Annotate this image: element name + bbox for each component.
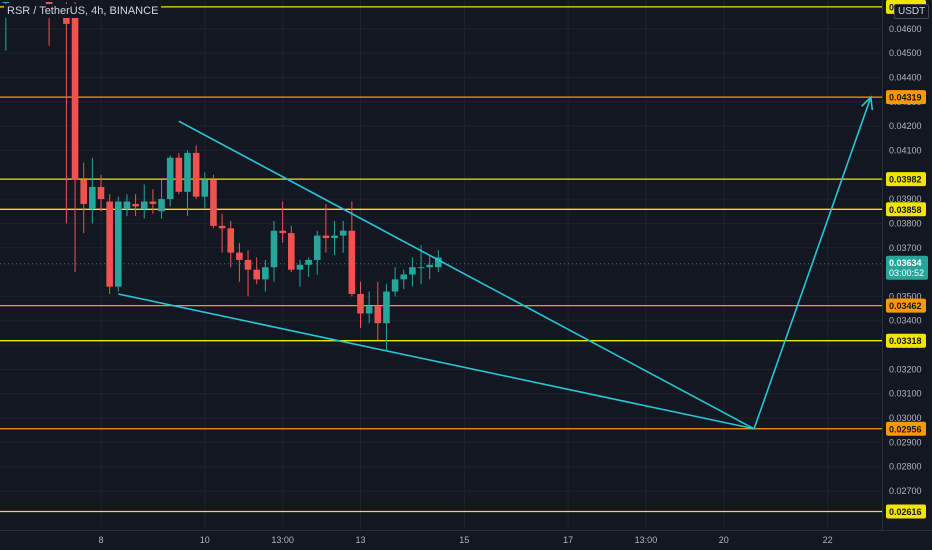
y-tick-label: 0.04500 (889, 48, 922, 58)
y-tick-label: 0.04200 (889, 121, 922, 131)
x-tick-label: 8 (98, 535, 103, 545)
candle-body (383, 291, 390, 324)
candle-body (201, 179, 209, 197)
level-tag-0.03858 (886, 202, 926, 217)
candle-body (184, 152, 191, 192)
candle-body (262, 267, 269, 280)
candle-body (279, 230, 286, 234)
y-tick-label: 0.04600 (889, 24, 922, 34)
y-tick-label: 0.04100 (889, 145, 922, 155)
x-tick-label: 22 (823, 535, 833, 545)
candle-body (140, 201, 148, 209)
y-tick-label: 0.03400 (889, 316, 922, 326)
level-tag-text: 0.03318 (889, 336, 922, 346)
candle-body (357, 293, 364, 314)
candle-body (210, 179, 217, 226)
x-tick-label: 15 (459, 535, 469, 545)
candle-body (97, 186, 105, 200)
candle-body (2, 2, 10, 3)
candle-body (409, 267, 416, 275)
candle-body (374, 306, 382, 324)
candle-body (365, 306, 373, 314)
candle-body (270, 230, 278, 268)
y-tick-label: 0.03500 (889, 291, 922, 301)
level-tag-0.02956 (886, 421, 926, 436)
x-tick-label: 20 (719, 535, 729, 545)
candle-body (348, 230, 356, 294)
time-axis (0, 531, 932, 550)
y-tick-label: 0.03000 (889, 413, 922, 423)
candle-body (218, 225, 226, 229)
level-tag-0.02616 (886, 504, 926, 519)
candle-body (149, 201, 157, 204)
x-tick-label: 17 (563, 535, 573, 545)
candle-body (417, 267, 425, 269)
candle-body (305, 259, 312, 265)
candle-body (400, 274, 408, 280)
candle-body (236, 252, 243, 260)
level-tag-0.03982 (886, 172, 926, 187)
candle-body (331, 235, 338, 239)
current-price-tag (886, 255, 928, 280)
candle-body (89, 186, 96, 209)
candle-body (132, 203, 139, 207)
currency-button[interactable]: USDT (894, 4, 930, 19)
level-tag-text: 0.03858 (889, 205, 922, 215)
y-tick-label: 0.03800 (889, 218, 922, 228)
lower-wedge-line (118, 293, 755, 430)
chart-title: RSR / TetherUS, 4h, BINANCE (4, 4, 162, 18)
candle-body (158, 199, 165, 212)
candle-body (106, 201, 113, 287)
y-tick-label: 0.02700 (889, 486, 922, 496)
level-tag-text: 0.02616 (889, 507, 922, 517)
candle-body (115, 201, 122, 287)
level-tag-text: 0.02956 (889, 424, 922, 434)
level-tag-0.03462 (886, 298, 926, 313)
candle-body (227, 228, 235, 253)
countdown-text: 03:00:52 (889, 268, 924, 278)
candle-body (71, 14, 79, 180)
level-tag-0.04319 (886, 90, 926, 105)
x-tick-label: 10 (200, 535, 210, 545)
arrow-head (861, 95, 874, 111)
y-tick-label: 0.03900 (889, 194, 922, 204)
candle-body (123, 201, 131, 209)
x-tick-label: 13:00 (635, 535, 658, 545)
candle-body (339, 230, 347, 236)
y-tick-label: 0.03200 (889, 364, 922, 374)
y-tick-label: 0.03100 (889, 389, 922, 399)
candle-body (391, 279, 399, 292)
level-tag-text: 0.03982 (889, 175, 922, 185)
x-tick-label: 13:00 (271, 535, 294, 545)
candle-body (175, 157, 183, 192)
y-tick-label: 0.02800 (889, 462, 922, 472)
x-tick-label: 13 (355, 535, 365, 545)
y-tick-label: 0.03700 (889, 243, 922, 253)
level-tag-text: 0.04319 (889, 93, 922, 103)
candle-body (296, 264, 304, 270)
level-tag-text: 0.03462 (889, 301, 922, 311)
candle-body (322, 235, 330, 239)
projection-arrow (753, 96, 872, 430)
y-tick-label: 0.02900 (889, 437, 922, 447)
candle-body (426, 264, 433, 268)
candle-body (435, 257, 442, 268)
candle-body (253, 269, 260, 280)
candle-body (313, 235, 321, 260)
candle-body (288, 233, 295, 270)
candle-body (80, 179, 87, 204)
level-tag-0.03318 (886, 333, 926, 348)
candle-body (166, 157, 174, 200)
candle-body (244, 259, 252, 270)
candle-body (192, 152, 200, 197)
current-price-tag-text: 0.03634 (889, 258, 922, 268)
y-tick-label: 0.04400 (889, 72, 922, 82)
upper-wedge-line (178, 120, 755, 430)
